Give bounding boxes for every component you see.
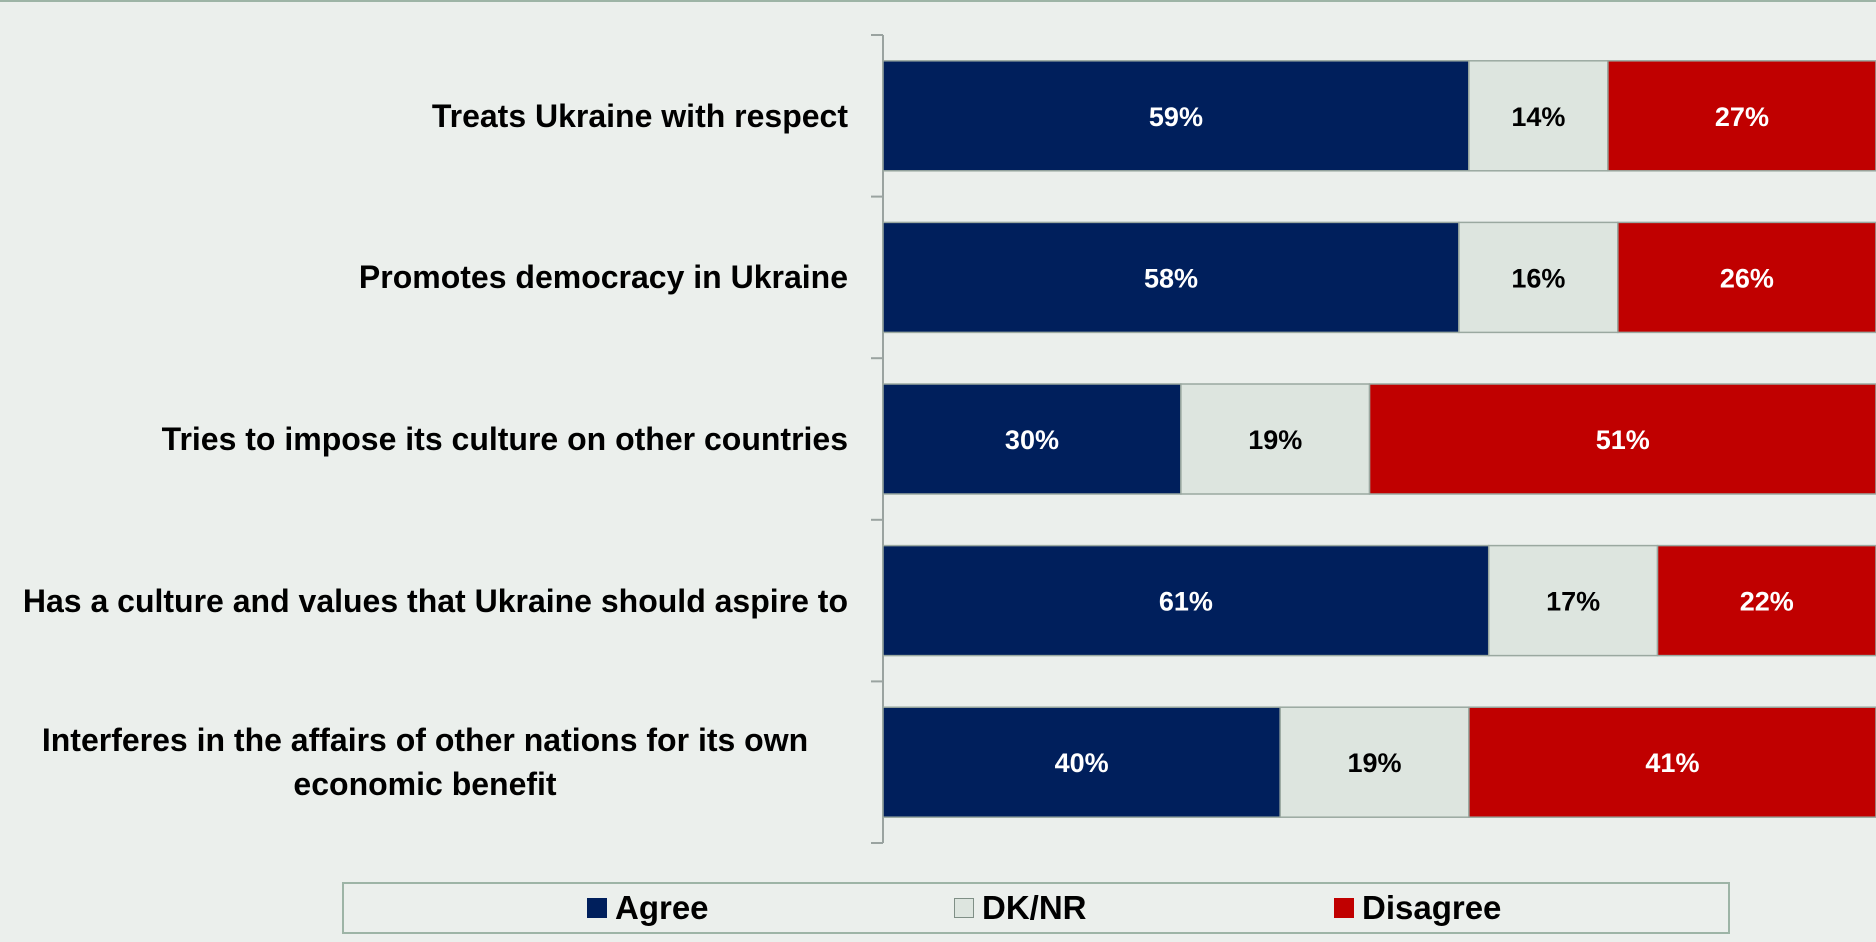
legend-label: Agree: [615, 889, 709, 926]
bar-disagree: [1468, 706, 1876, 818]
bar-agree: [882, 544, 1490, 657]
stacked-bar-chart: 59% 14% 27% 58% 16% 26% 30% 19% 51% 61% 17% 22% 40% 1…: [871, 34, 1876, 844]
data-label: 27%: [1715, 102, 1769, 132]
bar-disagree: [1368, 383, 1876, 495]
bar-agree: [882, 383, 1182, 495]
data-label: 61%: [1159, 587, 1213, 617]
bar-disagree: [1607, 60, 1876, 172]
data-label: 14%: [1511, 102, 1565, 132]
bar-dk-nr: [1180, 383, 1371, 495]
bar-agree: [882, 706, 1281, 818]
data-label: 51%: [1596, 425, 1650, 455]
bar-disagree: [1617, 221, 1876, 334]
data-label: 58%: [1144, 263, 1198, 293]
data-label: 41%: [1645, 748, 1699, 778]
bar-dk-nr: [1468, 60, 1609, 172]
legend-label: DK/NR: [982, 889, 1087, 926]
category-label: Interferes in the affairs of other natio…: [41, 722, 809, 803]
data-label: 16%: [1511, 263, 1565, 293]
data-label: 30%: [1005, 425, 1059, 455]
bar-dk-nr: [1279, 706, 1470, 818]
legend-item-agree: Agree: [587, 884, 709, 932]
data-label: 40%: [1055, 748, 1109, 778]
bar-disagree: [1656, 544, 1876, 657]
category-label: Promotes democracy in Ukraine: [358, 259, 848, 296]
data-label: 17%: [1546, 587, 1600, 617]
bar-dk-nr: [1458, 221, 1619, 334]
category-label: Has a culture and values that Ukraine sh…: [22, 582, 848, 619]
category-label: Treats Ukraine with respect: [431, 97, 848, 134]
legend-item-disagree: Disagree: [1334, 884, 1501, 932]
legend-label: Disagree: [1362, 889, 1502, 926]
data-label: 19%: [1248, 425, 1302, 455]
data-label: 22%: [1740, 587, 1794, 617]
bar-agree: [882, 221, 1460, 334]
legend-item-dknr: DK/NR: [954, 884, 1087, 932]
category-label: Tries to impose its culture on other cou…: [161, 421, 848, 457]
legend-swatch-disagree: [1334, 898, 1354, 918]
data-label: 59%: [1149, 102, 1203, 132]
data-label: 26%: [1720, 263, 1774, 293]
bar-dk-nr: [1487, 544, 1659, 657]
data-label: 19%: [1348, 748, 1402, 778]
legend-swatch-dknr: [954, 898, 974, 918]
legend-swatch-agree: [587, 898, 607, 918]
legend: Agree DK/NR Disagree: [342, 882, 1730, 934]
